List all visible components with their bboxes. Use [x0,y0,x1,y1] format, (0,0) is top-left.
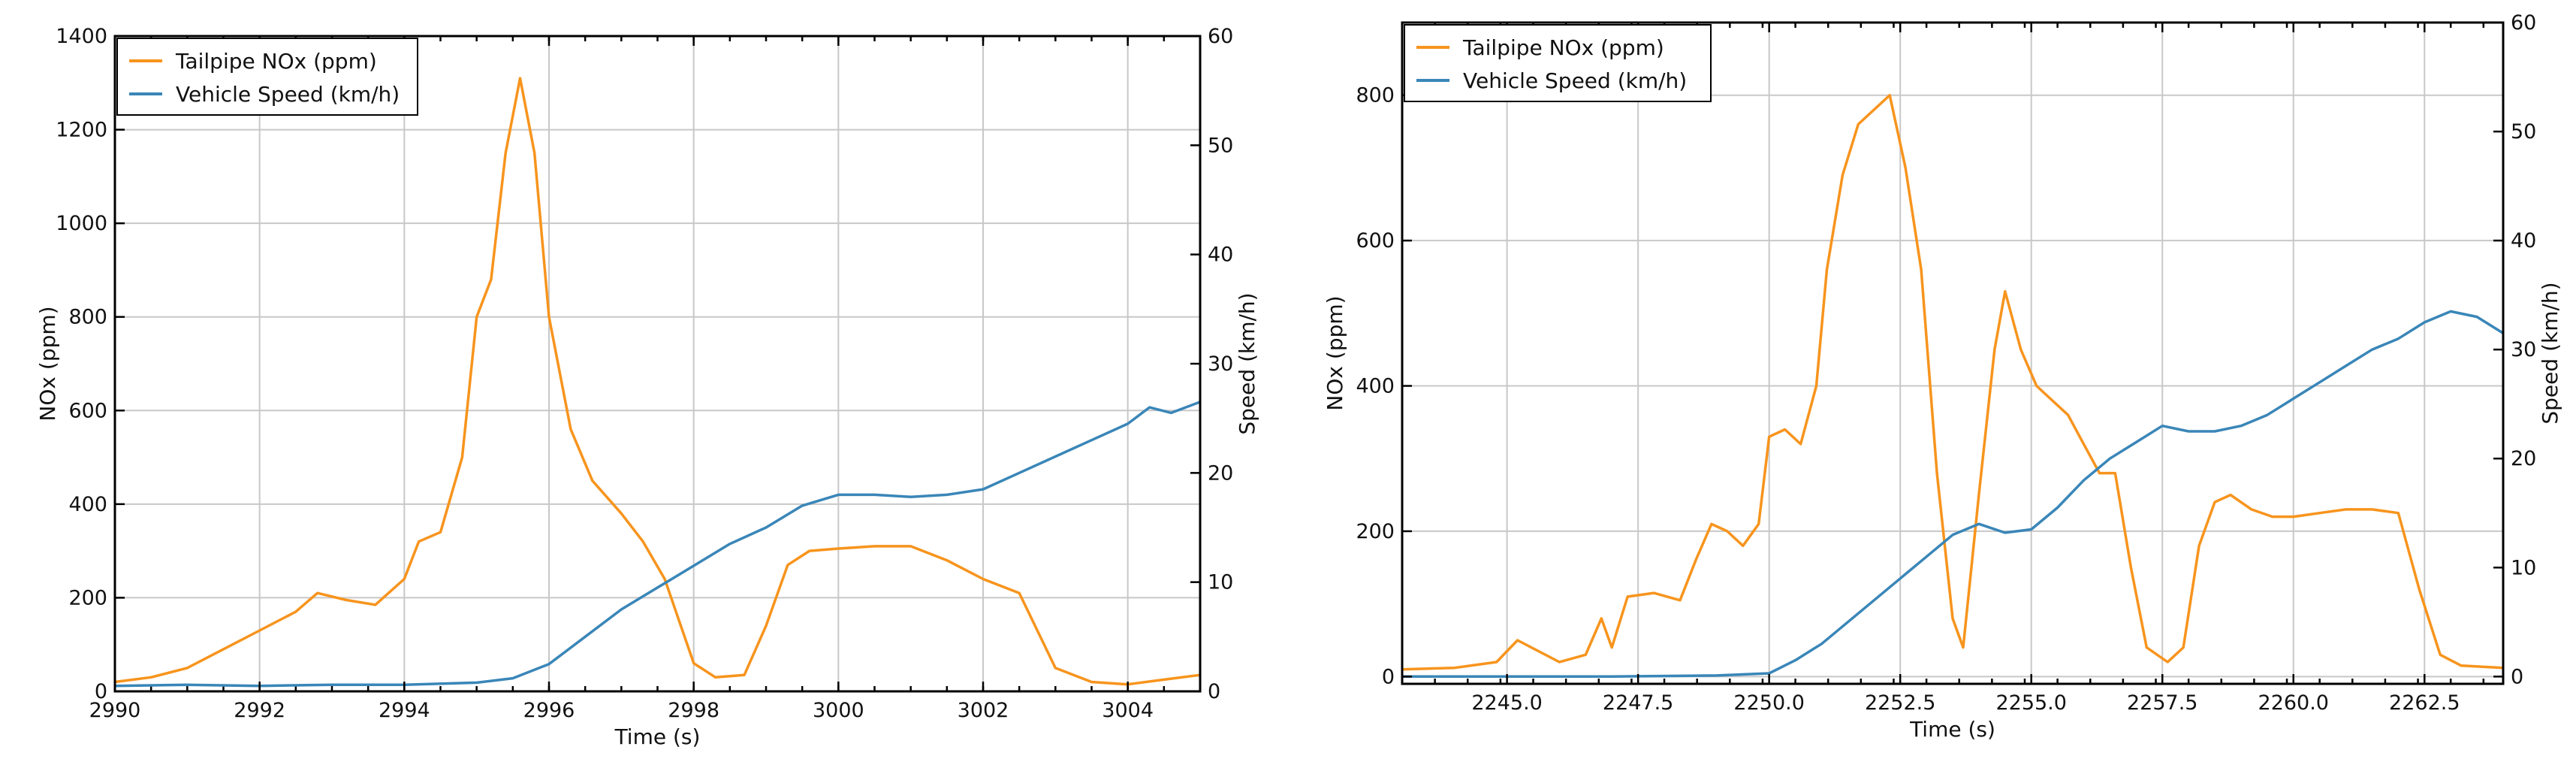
y-tick-label-right: 50 [2511,120,2536,144]
y-tick-label-left: 800 [68,306,107,329]
legend-entry: Vehicle Speed (km/h) [1463,68,1687,93]
y-axis-label-left: NOx (ppm) [35,306,60,421]
plot-area [1402,23,2503,684]
y-tick-label-right: 40 [1208,243,1233,267]
legend-entry: Tailpipe NOx (ppm) [175,49,377,74]
y-tick-label-left: 1200 [56,119,107,142]
y-tick-label-right: 50 [1208,134,1233,157]
series-line-tailpipe-nox [1401,93,2504,671]
y-tick-label-right: 60 [1208,25,1233,48]
y-tick-label-right: 30 [2511,338,2536,361]
x-tick-label: 2262.5 [2389,691,2460,715]
y-axis-label-right: Speed (km/h) [2538,282,2562,424]
y-tick-label-left: 600 [1356,229,1395,252]
y-axis-label-right: Speed (km/h) [1235,292,1259,434]
legend-entry: Vehicle Speed (km/h) [176,82,400,107]
x-tick-label: 2994 [379,699,430,722]
y-tick-label-right: 60 [2511,11,2536,35]
x-tick-label: 3004 [1102,699,1154,722]
x-tick-label: 2260.0 [2258,691,2329,715]
x-tick-label: 2998 [668,699,719,722]
x-tick-label: 2250.0 [1733,691,1804,715]
y-tick-label-left: 0 [95,680,107,703]
x-axis-label: Time (s) [614,724,701,749]
chart-left: 2990 2992 2994 2996 2998 3000 3002 300402004006… [35,25,1259,749]
x-tick-label: 3000 [813,699,864,722]
legend: Tailpipe NOx (ppm) Vehicle Speed (km/h) [1404,24,1712,102]
x-tick-label: 2245.0 [1471,691,1542,715]
chart-right: 2245.0 2247.5 2250.0 2252.5 2255.0 2257.5 2260… [1323,11,2562,742]
y-tick-label-left: 800 [1356,84,1395,107]
y-tick-label-left: 400 [68,493,107,516]
y-tick-label-right: 30 [1208,352,1233,376]
x-tick-label: 3002 [958,699,1009,722]
y-tick-label-right: 20 [2511,447,2536,470]
series-line-vehicle-speed [114,401,1201,688]
x-axis-label: Time (s) [1909,717,1995,742]
y-tick-label-right: 10 [2511,556,2536,579]
y-tick-label-left: 1000 [56,212,107,235]
x-tick-label: 2252.5 [1865,691,1935,715]
y-tick-label-right: 10 [1208,571,1233,594]
legend-box [1404,24,1712,102]
y-tick-label-left: 1400 [56,25,107,48]
x-tick-label: 2257.5 [2127,691,2197,715]
y-axis-label-left: NOx (ppm) [1323,295,1347,410]
series-line-vehicle-speed [1402,310,2504,679]
x-tick-label: 2255.0 [1995,691,2066,715]
y-tick-label-left: 400 [1356,375,1395,398]
legend: Tailpipe NOx (ppm) Vehicle Speed (km/h) [116,38,418,116]
y-tick-label-right: 0 [2511,665,2523,688]
axes-frame [1401,21,2505,685]
series-line-tailpipe-nox [114,77,1201,686]
plot-area [115,36,1200,691]
y-tick-label-right: 0 [1208,680,1220,703]
y-tick-label-left: 600 [68,399,107,422]
x-tick-label: 2996 [523,699,575,722]
x-tick-label: 2992 [234,699,285,722]
legend-box [116,38,418,116]
legend-entry: Tailpipe NOx (ppm) [1462,35,1664,60]
y-tick-label-right: 40 [2511,229,2536,252]
y-tick-label-left: 0 [1382,665,1395,688]
y-tick-label-right: 20 [1208,461,1233,485]
y-tick-label-left: 200 [68,586,107,609]
y-tick-label-left: 200 [1356,520,1395,543]
x-tick-label: 2247.5 [1603,691,1673,715]
x-tick-label: 2990 [89,699,141,722]
